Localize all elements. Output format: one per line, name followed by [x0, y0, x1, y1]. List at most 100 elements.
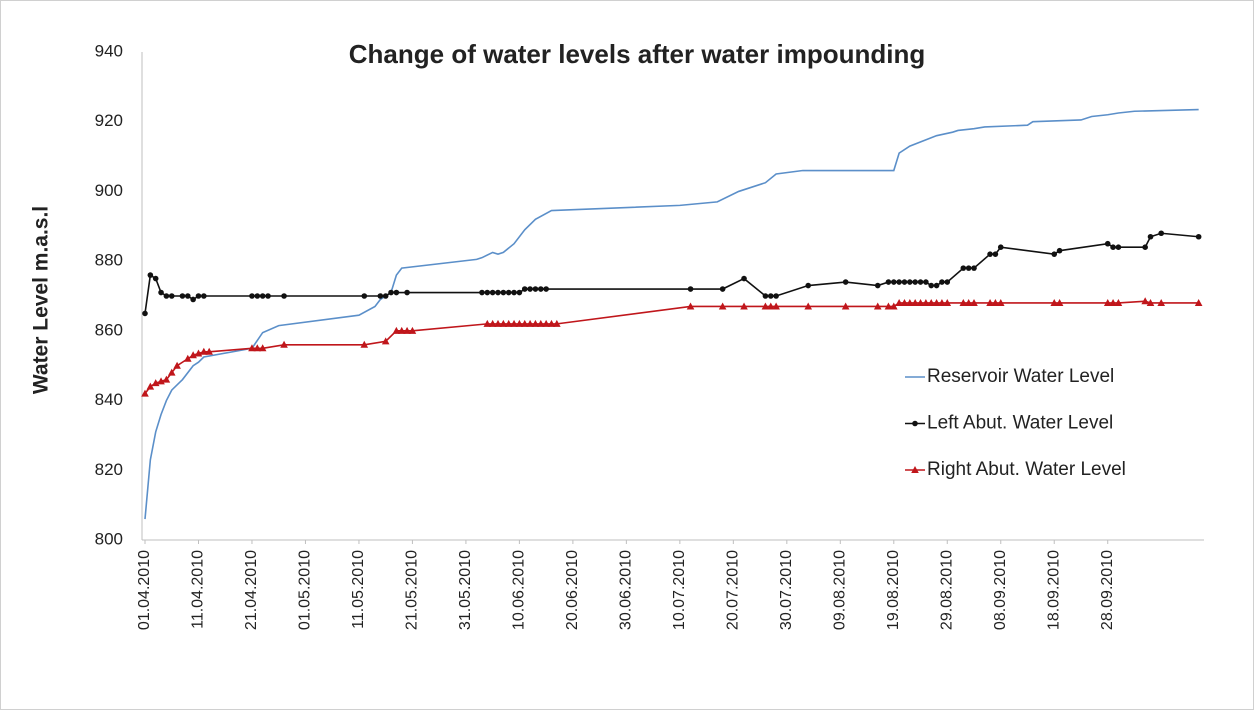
data-point: [489, 289, 496, 296]
y-tick-label: 920: [95, 111, 123, 130]
x-tick-label: 20.07.2010: [725, 550, 742, 630]
data-point: [1055, 298, 1064, 306]
data-point: [510, 319, 518, 327]
data-point: [932, 298, 941, 306]
data-point: [1109, 298, 1117, 306]
data-point: [991, 298, 1000, 306]
data-point: [167, 368, 176, 376]
y-tick-label: 840: [95, 390, 123, 409]
data-point: [484, 289, 491, 296]
x-tick-label: 21.04.2010: [243, 550, 260, 630]
data-point: [804, 302, 813, 310]
data-point: [532, 286, 539, 292]
data-point: [996, 298, 1005, 306]
x-tick-label: 10.06.2010: [511, 550, 528, 630]
data-point: [900, 298, 909, 306]
data-point: [939, 279, 945, 285]
x-tick-label: 30.07.2010: [778, 550, 795, 630]
data-point: [254, 293, 261, 299]
legend-marker: [912, 420, 918, 427]
data-point: [773, 293, 779, 299]
data-point: [741, 275, 747, 282]
data-point: [259, 293, 266, 299]
data-point: [499, 319, 508, 327]
data-point: [403, 326, 411, 334]
data-point: [495, 289, 501, 296]
x-tick-label: 18.09.2010: [1045, 550, 1062, 630]
data-point: [965, 265, 972, 271]
data-point: [943, 298, 952, 306]
x-tick-label: 09.08.2010: [832, 550, 849, 630]
data-point: [761, 302, 770, 310]
data-point: [933, 282, 940, 289]
data-point: [377, 293, 384, 299]
data-point: [1195, 233, 1202, 240]
data-point: [912, 279, 918, 285]
data-point: [960, 265, 967, 271]
data-point: [494, 319, 502, 327]
y-axis-label: Water Level m.a.s.l: [30, 206, 53, 394]
x-tick-label: 20.06.2010: [564, 550, 581, 630]
data-point: [253, 344, 262, 352]
data-point: [526, 319, 534, 327]
data-point: [874, 282, 881, 289]
data-point: [249, 293, 255, 299]
data-point: [521, 286, 528, 292]
data-point: [1158, 230, 1165, 237]
data-point: [873, 302, 882, 310]
data-point: [986, 298, 994, 306]
data-point: [248, 344, 256, 352]
data-point: [361, 293, 368, 299]
data-point: [890, 279, 897, 285]
data-point: [928, 282, 935, 289]
series-line: [144, 300, 1199, 395]
data-point: [1146, 298, 1155, 306]
data-point: [841, 302, 850, 310]
y-tick-label: 820: [95, 460, 123, 479]
data-point: [997, 244, 1004, 250]
data-point: [531, 319, 540, 327]
data-point: [265, 293, 271, 299]
data-point: [392, 326, 401, 334]
data-point: [906, 298, 914, 306]
y-tick-label: 860: [95, 320, 123, 339]
data-point: [547, 319, 556, 327]
data-point: [537, 286, 544, 292]
data-point: [146, 382, 155, 390]
data-point: [280, 340, 288, 348]
data-point: [1194, 298, 1203, 306]
data-point: [911, 298, 919, 306]
x-tick-label: 28.09.2010: [1099, 550, 1116, 630]
data-point: [1147, 233, 1154, 240]
data-point: [505, 289, 512, 296]
data-point: [408, 326, 417, 334]
data-point: [889, 302, 898, 310]
data-point: [553, 319, 561, 327]
data-point: [938, 298, 946, 306]
data-point: [141, 389, 149, 397]
data-point: [718, 302, 727, 310]
x-tick-label: 29.08.2010: [938, 550, 955, 630]
data-point: [772, 302, 780, 310]
data-point: [885, 279, 892, 285]
data-point: [1051, 251, 1058, 257]
legend-label: Reservoir Water Level: [927, 366, 1114, 387]
data-point: [805, 282, 812, 289]
data-point: [922, 298, 930, 306]
data-point: [168, 293, 175, 299]
data-point: [884, 302, 893, 310]
data-point: [964, 298, 973, 306]
data-point: [190, 296, 196, 303]
data-point: [916, 298, 925, 306]
data-point: [1141, 297, 1149, 305]
data-point: [896, 279, 902, 285]
data-point: [686, 302, 695, 310]
data-point: [200, 347, 208, 355]
legend-label: Right Abut. Water Level: [927, 459, 1126, 480]
data-point: [360, 340, 369, 348]
data-point: [740, 302, 748, 310]
data-point: [927, 298, 936, 306]
y-tick-label: 900: [95, 181, 123, 200]
data-point: [1050, 298, 1059, 306]
